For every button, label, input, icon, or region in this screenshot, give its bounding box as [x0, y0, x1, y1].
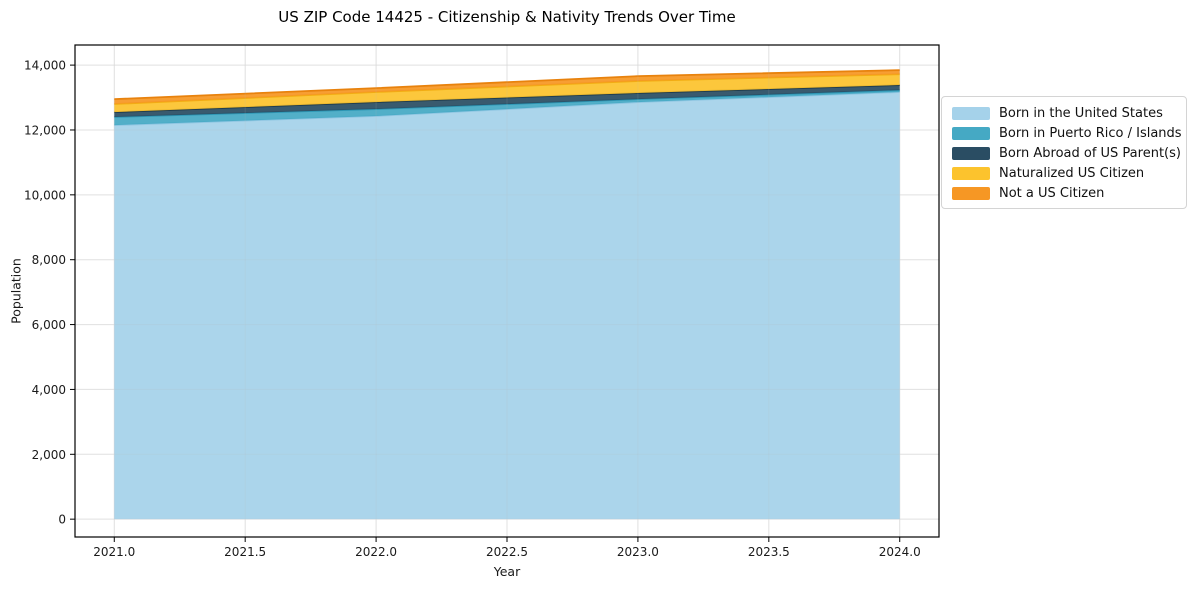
svg-text:8,000: 8,000: [32, 253, 66, 267]
y-axis-label: Population: [8, 258, 24, 324]
svg-text:2022.0: 2022.0: [355, 545, 397, 559]
svg-text:4,000: 4,000: [32, 383, 66, 397]
legend-swatch: [952, 147, 990, 160]
legend-item: Born Abroad of US Parent(s): [952, 146, 1181, 161]
legend-item: Born in Puerto Rico / Islands: [952, 126, 1182, 141]
svg-text:2021.5: 2021.5: [224, 545, 266, 559]
svg-text:2022.5: 2022.5: [486, 545, 528, 559]
legend-swatch: [952, 107, 990, 120]
svg-text:2021.0: 2021.0: [93, 545, 135, 559]
svg-text:14,000: 14,000: [24, 59, 66, 73]
svg-text:2023.0: 2023.0: [617, 545, 659, 559]
legend-item: Not a US Citizen: [952, 186, 1176, 201]
legend: Born in the United States Born in Puerto…: [941, 96, 1187, 209]
chart-title: US ZIP Code 14425 - Citizenship & Nativi…: [278, 8, 736, 26]
legend-label: Born in the United States: [999, 106, 1163, 121]
legend-swatch: [952, 127, 990, 140]
svg-text:0: 0: [58, 513, 66, 527]
legend-swatch: [952, 167, 990, 180]
svg-text:2024.0: 2024.0: [879, 545, 921, 559]
legend-swatch: [952, 187, 990, 200]
svg-text:2023.5: 2023.5: [748, 545, 790, 559]
svg-text:2,000: 2,000: [32, 448, 66, 462]
legend-label: Naturalized US Citizen: [999, 166, 1145, 181]
svg-text:10,000: 10,000: [24, 188, 66, 202]
legend-item: Born in the United States: [952, 106, 1176, 121]
legend-label: Born Abroad of US Parent(s): [999, 146, 1181, 161]
legend-item: Naturalized US Citizen: [952, 166, 1176, 181]
x-axis-label: Year: [493, 564, 521, 579]
legend-label: Born in Puerto Rico / Islands: [999, 126, 1182, 141]
svg-text:12,000: 12,000: [24, 123, 66, 137]
legend-label: Not a US Citizen: [999, 186, 1105, 201]
svg-text:6,000: 6,000: [32, 318, 66, 332]
